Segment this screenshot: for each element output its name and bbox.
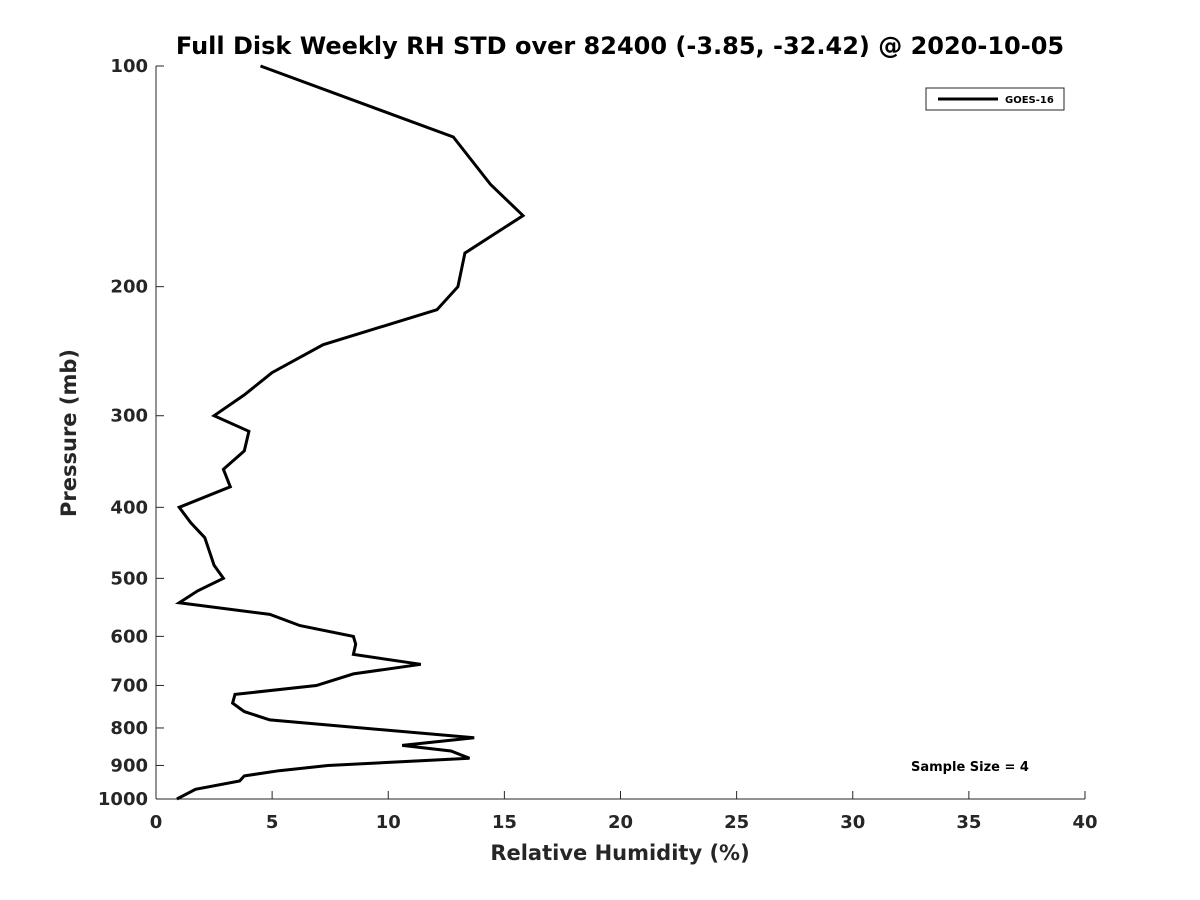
y-tick-label: 900 [110, 755, 148, 776]
plot-area [156, 66, 1085, 799]
y-tick-label: 600 [110, 626, 148, 647]
x-tick-label: 25 [724, 812, 749, 833]
x-tick-label: 5 [266, 812, 279, 833]
y-tick-label: 800 [110, 718, 148, 739]
y-tick-label: 500 [110, 568, 148, 589]
x-tick-label: 20 [608, 812, 633, 833]
x-axis: 0 5 10 15 20 25 30 35 40 [150, 791, 1098, 833]
x-tick-label: 30 [840, 812, 865, 833]
legend-label-goes-16: GOES-16 [1005, 95, 1054, 106]
x-tick-label: 10 [376, 812, 401, 833]
y-axis-label: Pressure (mb) [57, 349, 81, 517]
series-layer [174, 64, 526, 801]
legend: GOES-16 [925, 87, 1065, 111]
y-tick-label: 400 [110, 497, 148, 518]
x-axis-label: Relative Humidity (%) [490, 841, 749, 865]
x-tick-label: 0 [150, 812, 163, 833]
x-tick-label: 15 [492, 812, 517, 833]
y-tick-label: 100 [110, 56, 148, 77]
sample-size-annotation: Sample Size = 4 [911, 760, 1029, 775]
chart-title: Full Disk Weekly RH STD over 82400 (-3.8… [176, 32, 1064, 60]
y-axis: 100 200 300 400 500 600 700 800 900 1000 [98, 56, 164, 810]
series-line-goes-16 [174, 64, 526, 801]
x-tick-label: 35 [956, 812, 981, 833]
y-tick-label: 1000 [98, 789, 148, 810]
y-tick-label: 700 [110, 675, 148, 696]
y-tick-label: 200 [110, 277, 148, 298]
x-tick-label: 40 [1072, 812, 1097, 833]
y-tick-label: 300 [110, 406, 148, 427]
